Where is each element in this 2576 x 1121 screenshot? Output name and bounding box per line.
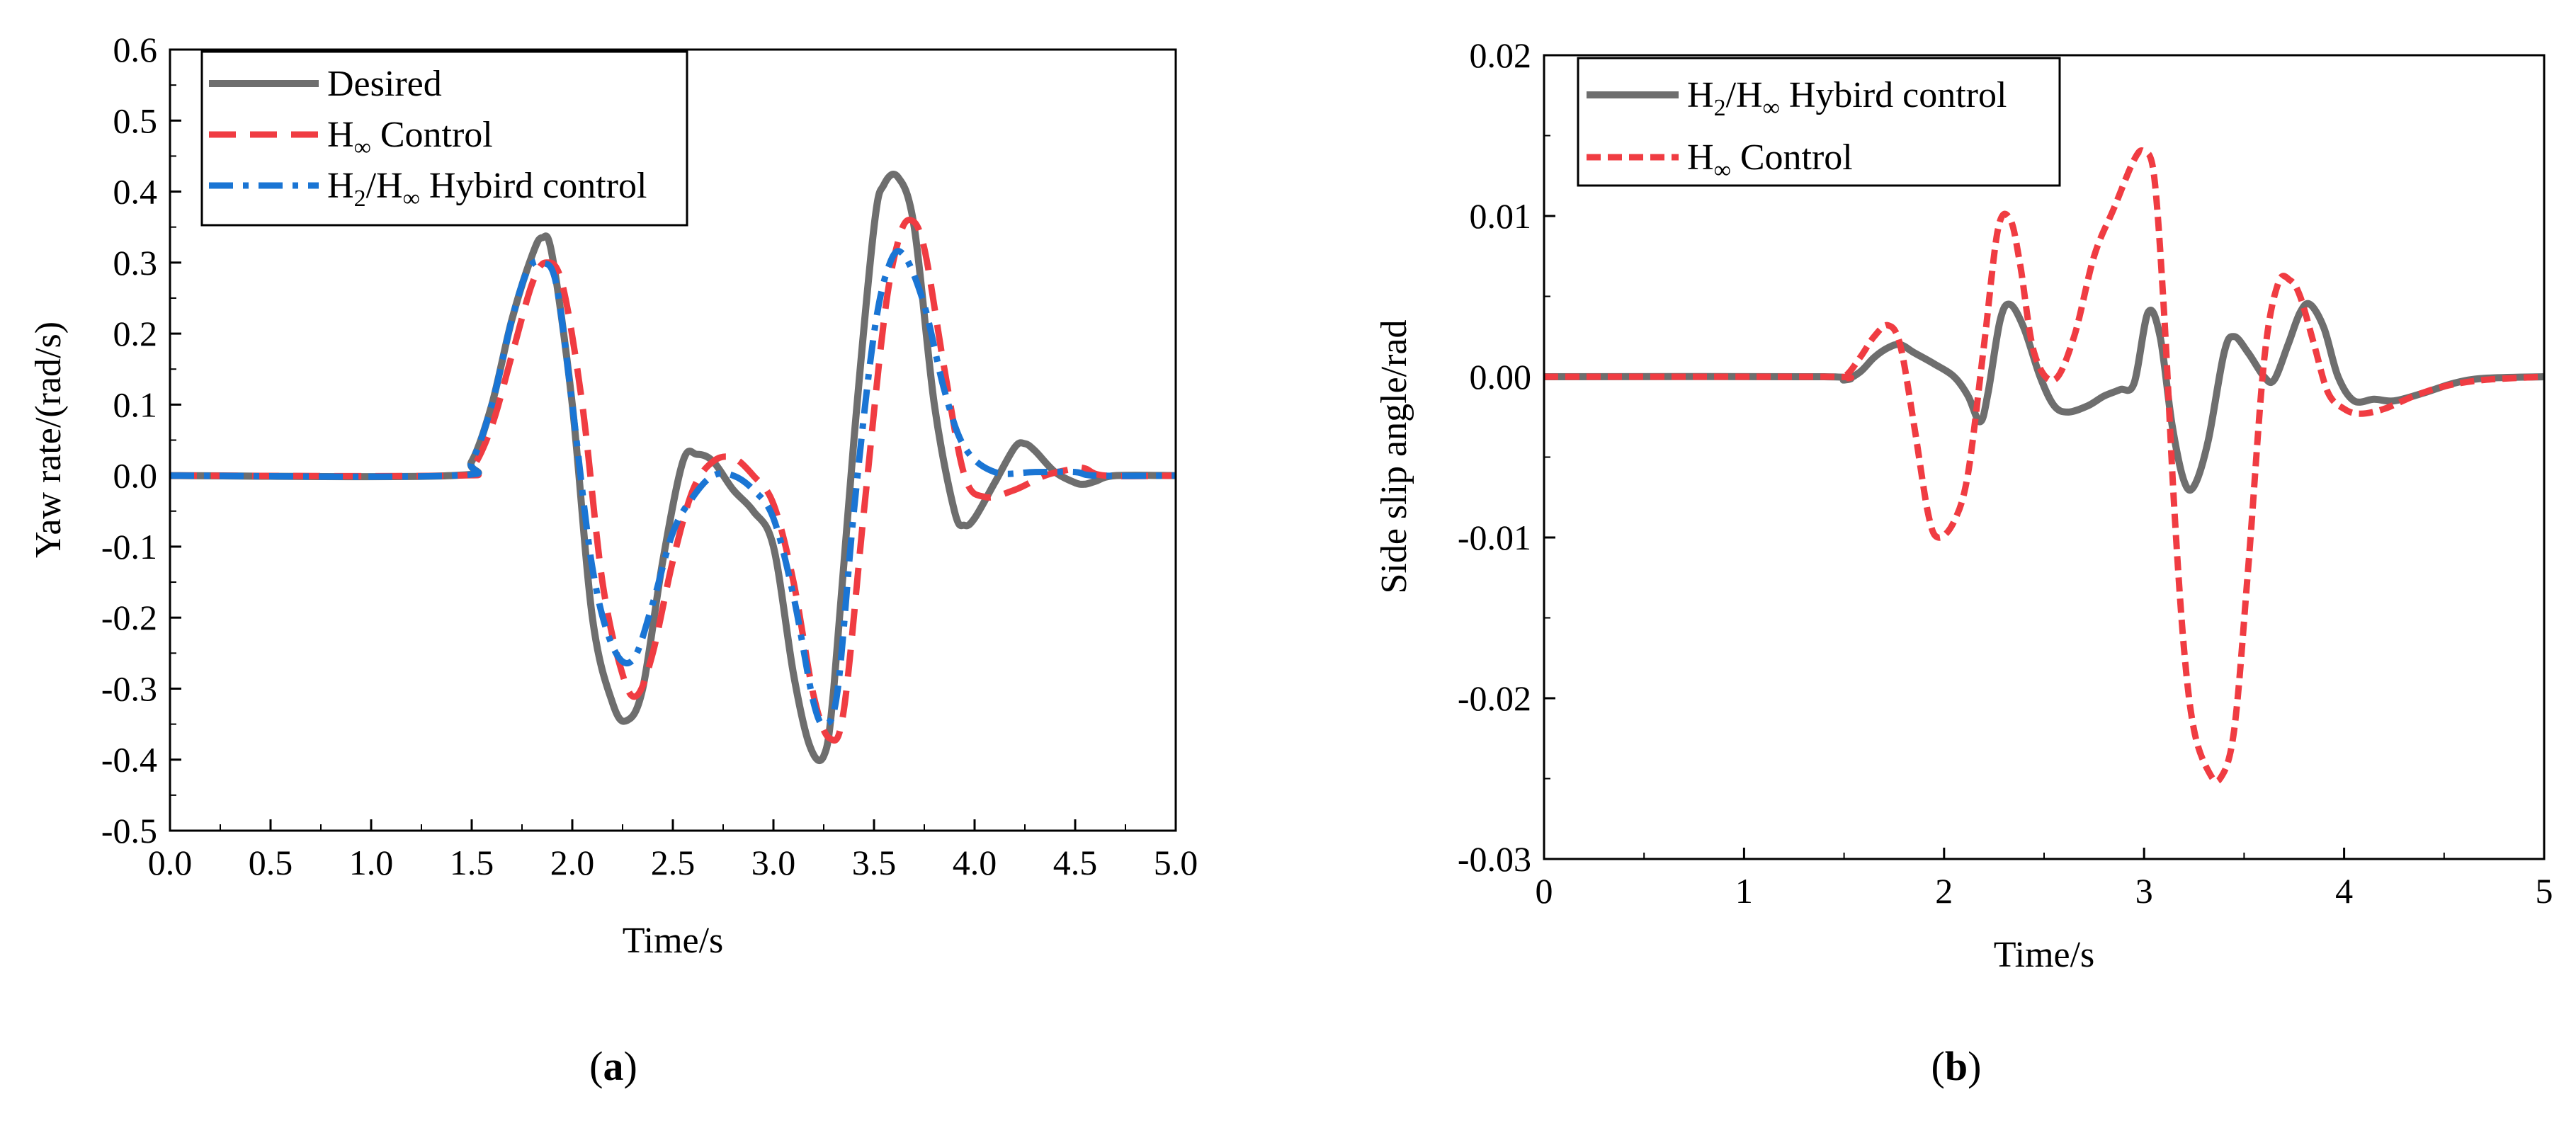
- panel-a-legend: Desired H∞ Control H2/H∞ Hybird control: [200, 50, 688, 227]
- panel-a-y-tick-label: -0.1: [101, 527, 157, 567]
- panel-a-x-tick-label: 2.0: [550, 843, 595, 882]
- panel-a-y-tick-label: 0.6: [113, 30, 158, 69]
- panel-b-plot-frame: [1543, 54, 2546, 860]
- panel-a-plot-frame: [169, 48, 1177, 832]
- panel-b-caption-letter: b: [1945, 1043, 1968, 1089]
- panel-a-series-line-1: [169, 217, 1176, 744]
- panel-b-y-tick-label: 0.00: [1470, 357, 1532, 397]
- panel-a-y-tick-label: 0.5: [113, 101, 158, 140]
- panel-a-y-tick-label: -0.5: [101, 811, 157, 850]
- panel-a-legend-label-1: H∞ Control: [327, 115, 493, 161]
- panel-b-legend-label-1: H∞ Control: [1687, 137, 1853, 183]
- panel-b-x-tick-label: 0: [1536, 871, 1553, 911]
- panel-a-series-line-0: [169, 171, 1176, 764]
- panel-b-x-axis-title: Time/s: [1994, 935, 2095, 975]
- panel-a-x-tick-label: 1.0: [349, 843, 394, 882]
- panel-a-y-tick-label: 0.2: [113, 314, 158, 353]
- panel-a-x-axis-title: Time/s: [623, 921, 724, 961]
- panel-b-side-slip-chart: 0 1 2 3 4 5 -0.03 -0.02 -0.01 0.00 0.01 0.02 Time/s…: [1374, 35, 2553, 1089]
- panel-b-y-tick-label: -0.02: [1458, 678, 1531, 718]
- panel-a-x-tick-label: 2.5: [651, 843, 696, 882]
- panel-b-series-line-1: [1544, 147, 2545, 785]
- panel-a-caption: (a): [589, 1043, 637, 1089]
- panel-a-x-tick-label: 5.0: [1154, 843, 1198, 882]
- panel-a-yaw-rate-chart: 0.0 0.5 1.0 1.5 2.0 2.5 3.0 3.5 4.0 4.5 5.0 -0.5 -0.…: [28, 30, 1198, 1089]
- panel-a-y-tick-label: 0.3: [113, 243, 158, 283]
- panel-b-y-axis-title: Side slip angle/rad: [1374, 319, 1414, 593]
- panel-a-y-tick-label: -0.3: [101, 668, 157, 708]
- panel-b-y-tick-label: 0.01: [1470, 196, 1532, 236]
- panel-a-legend-label-0: Desired: [327, 64, 442, 104]
- panel-b-legend-box: [1577, 57, 2061, 187]
- panel-b-series: [1543, 147, 2545, 785]
- panel-a-series: [169, 171, 1176, 764]
- panel-b-ticks: 0 1 2 3 4 5 -0.03 -0.02 -0.01 0.00 0.01 0.02: [1458, 35, 2553, 911]
- panel-b-legend: H2/H∞ Hybird control H∞ Control: [1577, 57, 2061, 187]
- panel-b-caption: (b): [1931, 1043, 1982, 1089]
- panel-b-y-tick-label: -0.03: [1458, 839, 1531, 879]
- panel-a-x-tick-label: 1.5: [450, 843, 494, 882]
- panel-a-x-tick-label: 3.5: [852, 843, 897, 882]
- panel-a-y-tick-label: -0.2: [101, 598, 157, 637]
- panel-b-series-line-0: [1543, 300, 2545, 494]
- panel-a-x-tick-label: 3.0: [751, 843, 796, 882]
- panel-a-ticks: 0.0 0.5 1.0 1.5 2.0 2.5 3.0 3.5 4.0 4.5 5.0 -0.5 -0.…: [101, 30, 1198, 882]
- panel-a-y-tick-label: -0.4: [101, 740, 157, 780]
- panel-b-x-tick-label: 3: [2135, 871, 2153, 911]
- panel-b-x-tick-label: 1: [1735, 871, 1753, 911]
- panel-a-series-line-2: [169, 248, 1176, 729]
- panel-b-x-tick-label: 5: [2536, 871, 2553, 911]
- panel-b-y-tick-label: 0.02: [1470, 35, 1532, 75]
- panel-a-x-tick-label: 4.0: [953, 843, 997, 882]
- panel-a-y-axis-title: Yaw rate/(rad/s): [28, 321, 69, 558]
- panel-a-x-tick-label: 0.0: [148, 843, 193, 882]
- panel-a-x-tick-label: 4.5: [1053, 843, 1098, 882]
- panel-b-x-tick-label: 2: [1935, 871, 1953, 911]
- panel-a-y-tick-label: 0.4: [113, 172, 158, 212]
- panel-b-y-tick-label: -0.01: [1458, 518, 1531, 557]
- panel-b-legend-label-0: H2/H∞ Hybird control: [1687, 75, 2007, 121]
- panel-a-x-tick-label: 0.5: [249, 843, 293, 882]
- panel-a-y-tick-label: 0.0: [113, 456, 158, 496]
- panel-b-x-tick-label: 4: [2335, 871, 2353, 911]
- panel-a-legend-label-2: H2/H∞ Hybird control: [327, 166, 647, 212]
- panel-a-y-tick-label: 0.1: [113, 385, 158, 424]
- panel-a-caption-letter: a: [603, 1043, 624, 1089]
